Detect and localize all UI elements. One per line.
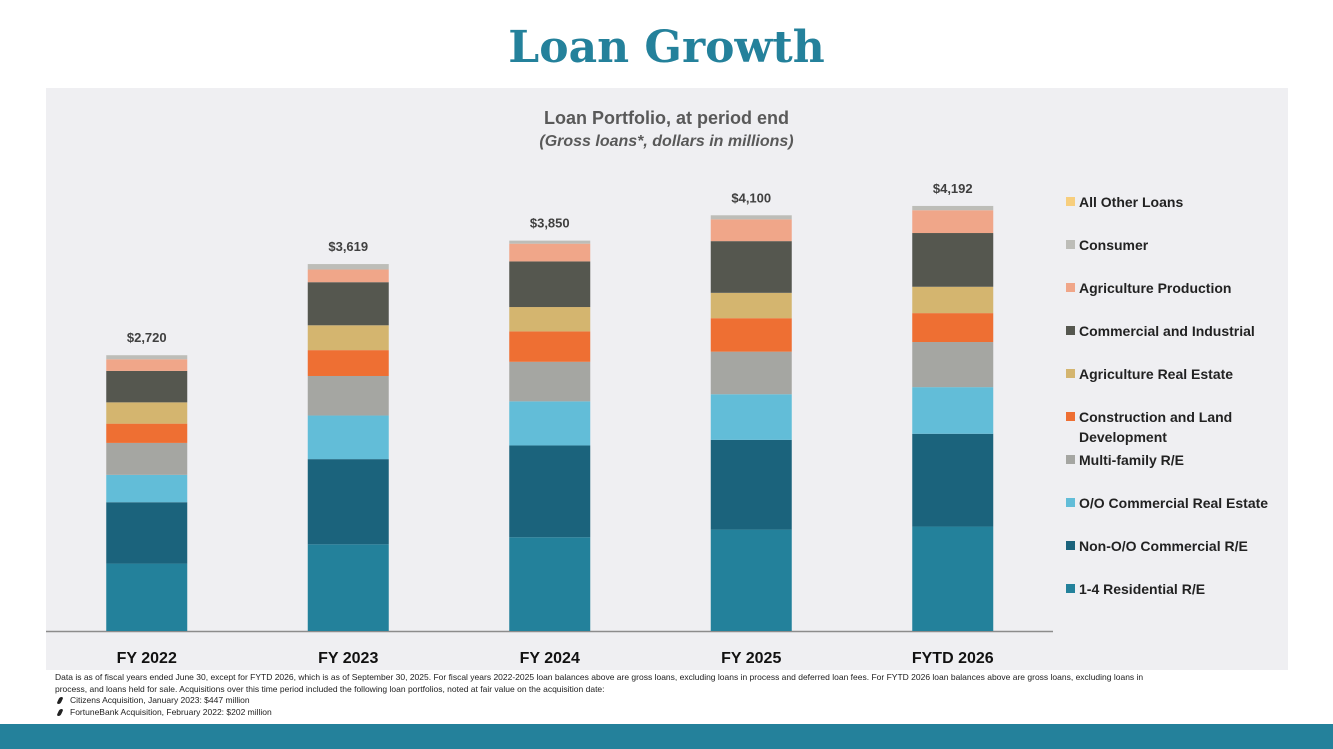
bar-segment-o-o-commercial-real-estate <box>912 387 994 434</box>
bar-segment-consumer <box>509 240 591 244</box>
x-tick-label: FY 2024 <box>520 650 580 667</box>
footnote: Data is as of fiscal years ended June 30… <box>55 672 1175 718</box>
legend-item-oo-commercial-real-estate: O/O Commercial Real Estate <box>1066 493 1279 513</box>
footnote-bullet-text: FortuneBank Acquisition, February 2022: … <box>70 706 272 717</box>
bar-segment-agriculture-real-estate <box>509 307 591 332</box>
bar-segment-o-o-commercial-real-estate <box>307 415 389 460</box>
legend-swatch <box>1066 283 1075 292</box>
bullet-icon <box>56 708 64 716</box>
legend-swatch <box>1066 455 1075 464</box>
bottom-band <box>0 724 1333 749</box>
legend-item-agriculture-real-estate: Agriculture Real Estate <box>1066 364 1279 384</box>
footnote-bullet: Citizens Acquisition, January 2023: $447… <box>55 695 1175 707</box>
legend-swatch <box>1066 240 1075 249</box>
legend-swatch <box>1066 369 1075 378</box>
bar-segment-agriculture-production <box>710 219 792 242</box>
total-label: $3,850 <box>530 216 570 231</box>
legend-swatch <box>1066 498 1075 507</box>
chart-panel <box>46 88 1288 670</box>
bar-segment-multi-family-r-e <box>509 361 591 402</box>
bar-segment-agriculture-production <box>106 359 188 371</box>
total-label: $4,192 <box>933 181 973 196</box>
bar-segment-commercial-and-industrial <box>307 282 389 326</box>
legend-label: Non-O/O Commercial R/E <box>1079 538 1248 554</box>
bar-segment-construction-and-land-development <box>307 350 389 376</box>
legend-label: Consumer <box>1079 237 1149 253</box>
bar-segment-non-o-o-commercial-r-e <box>509 445 591 538</box>
bar-segment-multi-family-r-e <box>106 442 188 475</box>
legend-label: Multi-family R/E <box>1079 452 1185 468</box>
bar-segment-consumer <box>912 205 994 211</box>
chart-title: Loan Portfolio, at period end <box>544 108 789 128</box>
legend-label: Agriculture Production <box>1079 280 1232 296</box>
bar-segment-agriculture-production <box>912 210 994 234</box>
bar-segment-1-4-residential-r-e <box>509 537 591 631</box>
x-tick-label: FY 2022 <box>117 650 177 667</box>
legend-swatch <box>1066 326 1075 335</box>
x-tick-label: FYTD 2026 <box>912 650 994 667</box>
legend-item-1-4-residential-re: 1-4 Residential R/E <box>1066 579 1279 599</box>
legend-label: Commercial and Industrial <box>1079 323 1255 339</box>
page-title: Loan Growth <box>508 22 825 73</box>
legend-item-consumer: Consumer <box>1066 235 1279 255</box>
legend-item-non-oo-commercial-re: Non-O/O Commercial R/E <box>1066 536 1279 556</box>
bar-segment-consumer <box>710 215 792 220</box>
bar-segment-agriculture-production <box>509 243 591 262</box>
legend-swatch <box>1066 584 1075 593</box>
bar-segment-1-4-residential-r-e <box>106 563 188 631</box>
legend-label: O/O Commercial Real Estate <box>1079 495 1269 511</box>
footnote-bullet: FortuneBank Acquisition, February 2022: … <box>55 707 1175 719</box>
footnote-text: Data is as of fiscal years ended June 30… <box>55 672 1144 694</box>
bar-segment-construction-and-land-development <box>912 313 994 343</box>
bar-segment-multi-family-r-e <box>710 351 792 395</box>
legend-swatch <box>1066 541 1075 550</box>
legend-label: Agriculture Real Estate <box>1079 366 1234 382</box>
bar-segment-consumer <box>307 264 389 270</box>
total-label: $4,100 <box>731 190 771 205</box>
footnote-bullet-text: Citizens Acquisition, January 2023: $447… <box>70 695 250 705</box>
bar-segment-construction-and-land-development <box>106 423 188 443</box>
bar-segment-1-4-residential-r-e <box>710 529 792 631</box>
bar-segment-commercial-and-industrial <box>710 241 792 293</box>
bar-segment-non-o-o-commercial-r-e <box>307 459 389 545</box>
legend-swatch <box>1066 197 1075 206</box>
chart-subtitle: (Gross loans*, dollars in millions) <box>539 133 794 150</box>
bar-segment-multi-family-r-e <box>912 342 994 388</box>
bar-segment-agriculture-real-estate <box>912 286 994 314</box>
legend-item-agriculture-production: Agriculture Production <box>1066 278 1279 298</box>
bar-segment-commercial-and-industrial <box>912 233 994 287</box>
bar-segment-1-4-residential-r-e <box>307 544 389 631</box>
bar-segment-construction-and-land-development <box>710 318 792 352</box>
legend-label: Construction and Land Development <box>1079 409 1233 445</box>
total-label: $2,720 <box>127 330 167 345</box>
legend-item-multi-family-re: Multi-family R/E <box>1066 450 1279 470</box>
bar-segment-agriculture-real-estate <box>710 292 792 319</box>
legend-item-commercial-and-industrial: Commercial and Industrial <box>1066 321 1279 341</box>
bar-segment-construction-and-land-development <box>509 331 591 362</box>
bar-segment-commercial-and-industrial <box>509 261 591 308</box>
bar-segment-agriculture-real-estate <box>106 402 188 424</box>
legend-item-construction-and-land-development: Construction and Land Development <box>1066 407 1279 447</box>
bar-segment-non-o-o-commercial-r-e <box>912 433 994 527</box>
bar-segment-commercial-and-industrial <box>106 370 188 403</box>
bar-segment-non-o-o-commercial-r-e <box>106 502 188 564</box>
bar-segment-o-o-commercial-real-estate <box>106 474 188 503</box>
bar-segment-non-o-o-commercial-r-e <box>710 439 792 530</box>
legend-item-all-other-loans: All Other Loans <box>1066 192 1279 212</box>
legend-label: 1-4 Residential R/E <box>1079 581 1206 597</box>
bar-segment-multi-family-r-e <box>307 375 389 416</box>
legend-label: All Other Loans <box>1079 194 1184 210</box>
bar-segment-agriculture-real-estate <box>307 325 389 351</box>
bullet-icon <box>56 697 64 705</box>
bar-segment-o-o-commercial-real-estate <box>509 401 591 446</box>
x-tick-label: FY 2023 <box>318 650 378 667</box>
bar-segment-o-o-commercial-real-estate <box>710 394 792 440</box>
bar-segment-agriculture-production <box>307 269 389 283</box>
legend-swatch <box>1066 412 1075 421</box>
x-tick-label: FY 2025 <box>721 650 781 667</box>
bar-segment-1-4-residential-r-e <box>912 526 994 631</box>
bar-segment-consumer <box>106 355 188 360</box>
total-label: $3,619 <box>328 239 368 254</box>
